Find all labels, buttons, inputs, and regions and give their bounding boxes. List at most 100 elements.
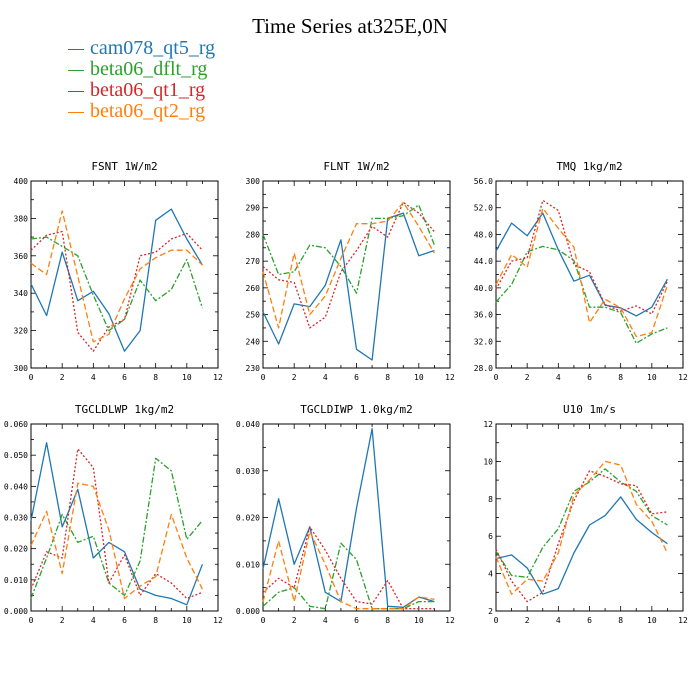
panel-title: FSNT 1W/m2 (91, 160, 157, 173)
series-line-beta06_qt2_rg (262, 201, 435, 329)
legend-swatch-0 (68, 49, 84, 50)
series-line-beta06_qt2_rg (495, 207, 669, 338)
y-tick-label: 300 (14, 364, 29, 373)
x-tick-label: 6 (587, 373, 592, 382)
y-tick-label: 340 (14, 289, 29, 298)
legend-swatch-2 (68, 91, 84, 92)
y-tick-label: 260 (246, 284, 261, 293)
series-line-cam078_qt5_rg (262, 428, 435, 608)
x-tick-label: 6 (122, 616, 127, 625)
plot-frame (30, 180, 219, 369)
x-tick-label: 12 (445, 616, 455, 625)
chart-panel: FSNT 1W/m2 0 2 4 6 8 10 12 300 320 340 360 380 400 (14, 160, 223, 382)
x-tick-label: 10 (647, 616, 657, 625)
x-tick-label: 12 (445, 373, 455, 382)
series-line-beta06_qt1_rg (495, 470, 668, 603)
y-tick-label: 300 (246, 177, 261, 186)
x-tick-label: 8 (618, 373, 623, 382)
panel-title: TGCLDLWP 1kg/m2 (75, 403, 174, 416)
x-tick-label: 10 (182, 616, 192, 625)
y-tick-label: 230 (246, 364, 261, 373)
x-tick-label: 4 (91, 616, 96, 625)
chart-panel: FLNT 1W/m2 0 2 4 6 8 10 12 230 240 250 260 270 280 290… (246, 160, 455, 382)
x-tick-label: 2 (292, 616, 297, 625)
x-tick-label: 6 (354, 616, 359, 625)
x-tick-label: 4 (323, 373, 328, 382)
y-tick-label: 6 (488, 532, 493, 541)
x-tick-label: 4 (556, 373, 561, 382)
y-tick-label: 320 (14, 327, 29, 336)
x-tick-label: 0 (494, 373, 499, 382)
chart-panel: TGCLDLWP 1kg/m2 0 2 4 6 8 10 12 0.000 0.010 0.020 0… (4, 403, 223, 625)
x-tick-label: 10 (182, 373, 192, 382)
y-tick-label: 0.010 (4, 576, 28, 585)
x-tick-label: 0 (29, 616, 34, 625)
x-tick-label: 6 (354, 373, 359, 382)
x-tick-label: 0 (261, 616, 266, 625)
series-line-beta06_qt2_rg (30, 482, 203, 600)
series-line-beta06_qt2_rg (262, 530, 435, 610)
series-line-beta06_qt1_rg (262, 201, 435, 329)
y-tick-label: 280 (246, 230, 261, 239)
series-line-beta06_qt2_rg (30, 210, 203, 343)
y-tick-label: 44.0 (474, 257, 493, 266)
y-tick-label: 0.060 (4, 420, 28, 429)
y-tick-label: 0.000 (236, 607, 260, 616)
y-tick-label: 2 (488, 607, 493, 616)
series-line-beta06_dflt_rg (30, 457, 203, 599)
x-tick-label: 12 (213, 373, 223, 382)
series-line-cam078_qt5_rg (30, 442, 204, 606)
y-tick-label: 56.0 (474, 177, 493, 186)
series-line-beta06_dflt_rg (495, 245, 668, 344)
y-tick-label: 36.0 (474, 311, 493, 320)
y-tick-label: 270 (246, 257, 261, 266)
y-tick-label: 4 (488, 570, 493, 579)
x-tick-label: 12 (213, 616, 223, 625)
series-line-cam078_qt5_rg (30, 208, 203, 352)
x-tick-label: 4 (91, 373, 96, 382)
plot-frame (262, 423, 451, 612)
y-tick-label: 10 (483, 457, 493, 466)
series-line-beta06_qt1_rg (30, 448, 203, 600)
plot-frame (495, 180, 684, 369)
series-line-beta06_dflt_rg (262, 542, 435, 610)
x-tick-label: 2 (60, 616, 65, 625)
y-tick-label: 0.040 (4, 482, 28, 491)
x-tick-label: 10 (647, 373, 657, 382)
legend-label-1: beta06_dflt_rg (90, 58, 208, 80)
x-tick-label: 8 (385, 616, 390, 625)
y-tick-label: 8 (488, 495, 493, 504)
x-tick-label: 2 (292, 373, 297, 382)
series-line-cam078_qt5_rg (262, 212, 435, 361)
chart-panel: TMQ 1kg/m2 0 2 4 6 8 10 12 28.0 32.0 36.0 40.0 44.0 4… (474, 160, 688, 382)
y-tick-label: 240 (246, 337, 261, 346)
x-tick-label: 4 (556, 616, 561, 625)
series-line-beta06_dflt_rg (262, 204, 436, 294)
legend-swatch-3 (68, 112, 84, 113)
y-tick-label: 32.0 (474, 337, 493, 346)
legend-swatch-1 (68, 70, 84, 71)
y-tick-label: 380 (14, 214, 29, 223)
y-tick-label: 40.0 (474, 284, 493, 293)
x-tick-label: 2 (60, 373, 65, 382)
y-tick-label: 28.0 (474, 364, 493, 373)
y-tick-label: 0.020 (4, 545, 28, 554)
x-tick-label: 8 (153, 616, 158, 625)
y-tick-label: 400 (14, 177, 29, 186)
x-tick-label: 0 (494, 616, 499, 625)
x-tick-label: 8 (153, 373, 158, 382)
series-line-cam078_qt5_rg (495, 212, 668, 317)
x-tick-label: 0 (261, 373, 266, 382)
legend-label-3: beta06_qt2_rg (90, 100, 206, 122)
panel-title: TMQ 1kg/m2 (556, 160, 622, 173)
chart-panel: TGCLDIWP 1.0kg/m2 0 2 4 6 8 10 12 0.000 0.010 0.02… (236, 403, 455, 625)
x-tick-label: 0 (29, 373, 34, 382)
y-tick-label: 0.030 (236, 467, 260, 476)
figure-title: Time Series at325E,0N (252, 14, 448, 38)
plot-frame (262, 180, 451, 369)
series-line-beta06_qt1_rg (262, 526, 435, 610)
y-tick-label: 250 (246, 311, 261, 320)
series-line-beta06_qt1_rg (30, 230, 203, 352)
x-tick-label: 12 (678, 373, 688, 382)
